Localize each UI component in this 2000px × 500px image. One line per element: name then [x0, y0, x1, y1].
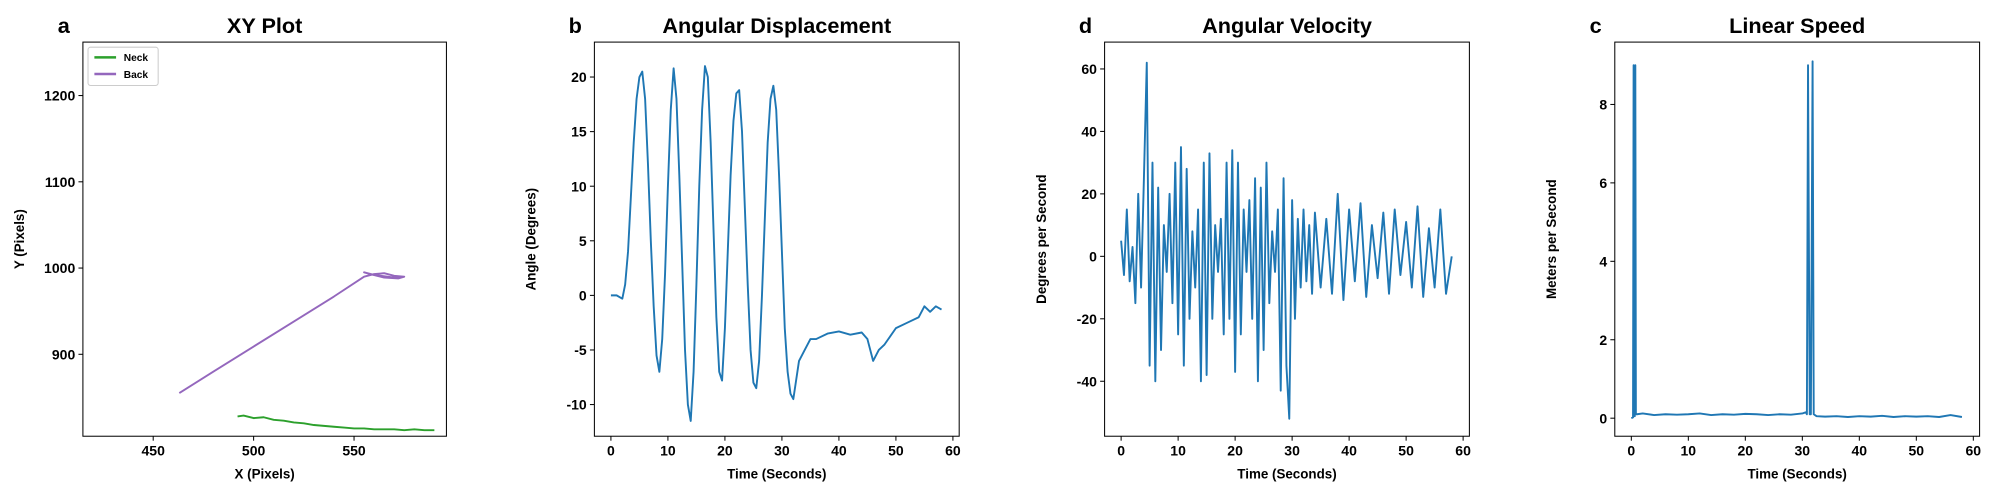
x-tick-label: 0: [1117, 442, 1125, 458]
panel-label: a: [58, 13, 71, 38]
axes-frame: [593, 41, 960, 437]
x-tick-label: 30: [1795, 442, 1811, 458]
chart-title: XY Plot: [227, 13, 302, 38]
plot-area: [1120, 61, 1453, 420]
x-tick-label: 50: [1398, 442, 1414, 458]
plot-area: [178, 271, 435, 432]
y-tick-label: 1100: [45, 174, 76, 190]
axes-frame: [1104, 41, 1470, 437]
x-axis-label: Time (Seconds): [1237, 466, 1336, 481]
y-tick-label: 4: [1599, 253, 1607, 269]
y-tick-label: 2: [1599, 332, 1607, 348]
y-tick-label: 20: [1081, 186, 1097, 202]
x-tick-label: 0: [1627, 442, 1635, 458]
axes-frame: [1614, 41, 1981, 437]
x-tick-label: 450: [142, 442, 166, 458]
y-tick-label: 0: [579, 287, 587, 303]
x-tick-label: 30: [1284, 442, 1300, 458]
x-tick-label: 10: [1170, 442, 1186, 458]
data-line: [237, 414, 435, 432]
x-tick-label: 60: [1966, 442, 1982, 458]
y-tick-label: 15: [571, 124, 587, 140]
y-tick-label: 1000: [44, 260, 75, 276]
axes-frame: [82, 41, 447, 437]
chart-title: Angular Displacement: [662, 13, 891, 38]
y-axis-label: Angle (Degrees): [524, 188, 539, 291]
panel-label: b: [569, 13, 582, 38]
x-tick-label: 50: [1909, 442, 1925, 458]
panel-label: c: [1590, 13, 1602, 38]
x-tick-label: 10: [660, 442, 676, 458]
x-tick-label: 60: [1455, 442, 1471, 458]
legend-label: Neck: [124, 53, 149, 64]
y-tick-label: -40: [1077, 373, 1097, 389]
y-tick-label: -20: [1077, 311, 1097, 327]
x-tick-label: 50: [888, 442, 904, 458]
x-tick-label: 60: [945, 442, 961, 458]
data-line: [1120, 61, 1453, 420]
x-tick-label: 40: [1341, 442, 1357, 458]
panel-label: d: [1079, 13, 1092, 38]
x-tick-label: 550: [342, 442, 366, 458]
y-tick-label: 1200: [44, 88, 75, 104]
data-line: [610, 65, 942, 422]
y-axis-label: Y (Pixels): [12, 209, 27, 269]
y-tick-label: 40: [1081, 124, 1097, 140]
x-tick-label: 40: [1852, 442, 1868, 458]
y-tick-label: 900: [52, 346, 76, 362]
x-axis-label: Time (Seconds): [727, 466, 826, 481]
plot-area: [1630, 60, 1963, 420]
y-tick-label: 10: [571, 178, 587, 194]
y-tick-label: 8: [1599, 97, 1607, 113]
y-axis-label: Meters per Second: [1544, 179, 1559, 299]
x-axis-label: X (Pixels): [235, 466, 295, 481]
y-tick-label: -10: [566, 397, 586, 413]
x-tick-label: 30: [774, 442, 790, 458]
y-tick-label: -5: [574, 342, 587, 358]
y-tick-label: 6: [1599, 175, 1607, 191]
chart-title: Angular Velocity: [1202, 13, 1372, 38]
x-tick-label: 20: [1227, 442, 1243, 458]
y-tick-label: 5: [579, 233, 587, 249]
y-axis-label: Degrees per Second: [1034, 174, 1049, 303]
x-tick-label: 20: [1738, 442, 1754, 458]
x-tick-label: 20: [717, 442, 733, 458]
x-tick-label: 40: [831, 442, 847, 458]
x-tick-label: 10: [1681, 442, 1697, 458]
y-tick-label: 0: [1089, 248, 1097, 264]
plot-area: [610, 65, 942, 422]
y-tick-label: 0: [1599, 410, 1607, 426]
y-tick-label: 60: [1081, 61, 1097, 77]
data-line: [178, 271, 406, 394]
y-tick-label: 20: [571, 69, 587, 85]
chart-title: Linear Speed: [1729, 13, 1865, 38]
x-tick-label: 0: [607, 442, 615, 458]
data-line: [1630, 60, 1963, 420]
x-axis-label: Time (Seconds): [1748, 466, 1847, 481]
legend-label: Back: [124, 70, 149, 81]
x-tick-label: 500: [242, 442, 266, 458]
